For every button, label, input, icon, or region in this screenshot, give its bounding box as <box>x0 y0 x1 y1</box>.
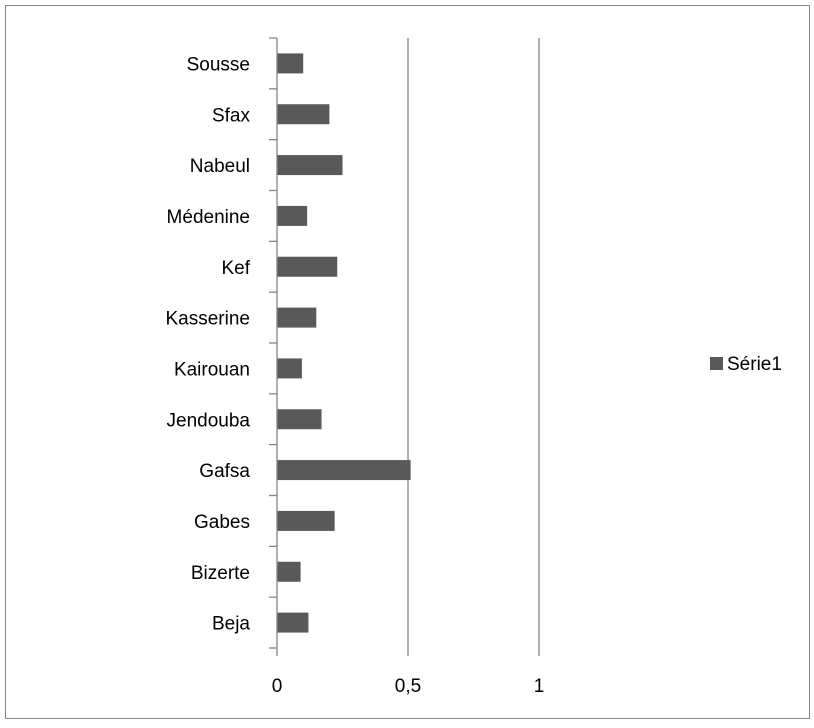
category-label-10: Sfax <box>212 105 251 126</box>
category-label-4: Jendouba <box>167 410 251 431</box>
x-tick-label-2: 1 <box>534 676 545 697</box>
category-label-2: Gabes <box>194 512 250 533</box>
x-tick-label-0: 0 <box>272 676 283 697</box>
bar-5 <box>277 358 302 379</box>
category-label-8: Médenine <box>167 207 250 228</box>
legend-label: Série1 <box>727 354 782 375</box>
category-label-7: Kef <box>221 258 250 279</box>
bar-7 <box>277 256 338 277</box>
category-label-3: Gafsa <box>199 461 250 482</box>
bar-3 <box>277 460 411 481</box>
bar-9 <box>277 155 343 176</box>
x-axis: 0 0,5 1 <box>272 648 545 697</box>
bar-1 <box>277 561 301 582</box>
category-label-1: Bizerte <box>191 563 250 584</box>
bar-0 <box>277 612 309 633</box>
bar-2 <box>277 510 335 531</box>
bars <box>277 53 411 633</box>
category-label-6: Kasserine <box>166 309 251 330</box>
bar-11 <box>277 53 304 74</box>
category-label-5: Kairouan <box>174 359 250 380</box>
y-axis: Beja Bizerte Gabes Gafsa Jendouba Kairouan Kas… <box>166 37 278 649</box>
gridlines <box>407 38 540 648</box>
bar-10 <box>277 104 330 125</box>
category-label-11: Sousse <box>187 54 250 75</box>
legend-swatch <box>710 357 723 370</box>
category-label-9: Nabeul <box>190 156 250 177</box>
x-tick-label-1: 0,5 <box>395 676 421 697</box>
legend: Série1 <box>710 354 782 375</box>
bar-6 <box>277 307 317 328</box>
category-label-0: Beja <box>212 614 250 635</box>
bar-8 <box>277 205 308 226</box>
bar-4 <box>277 409 322 430</box>
